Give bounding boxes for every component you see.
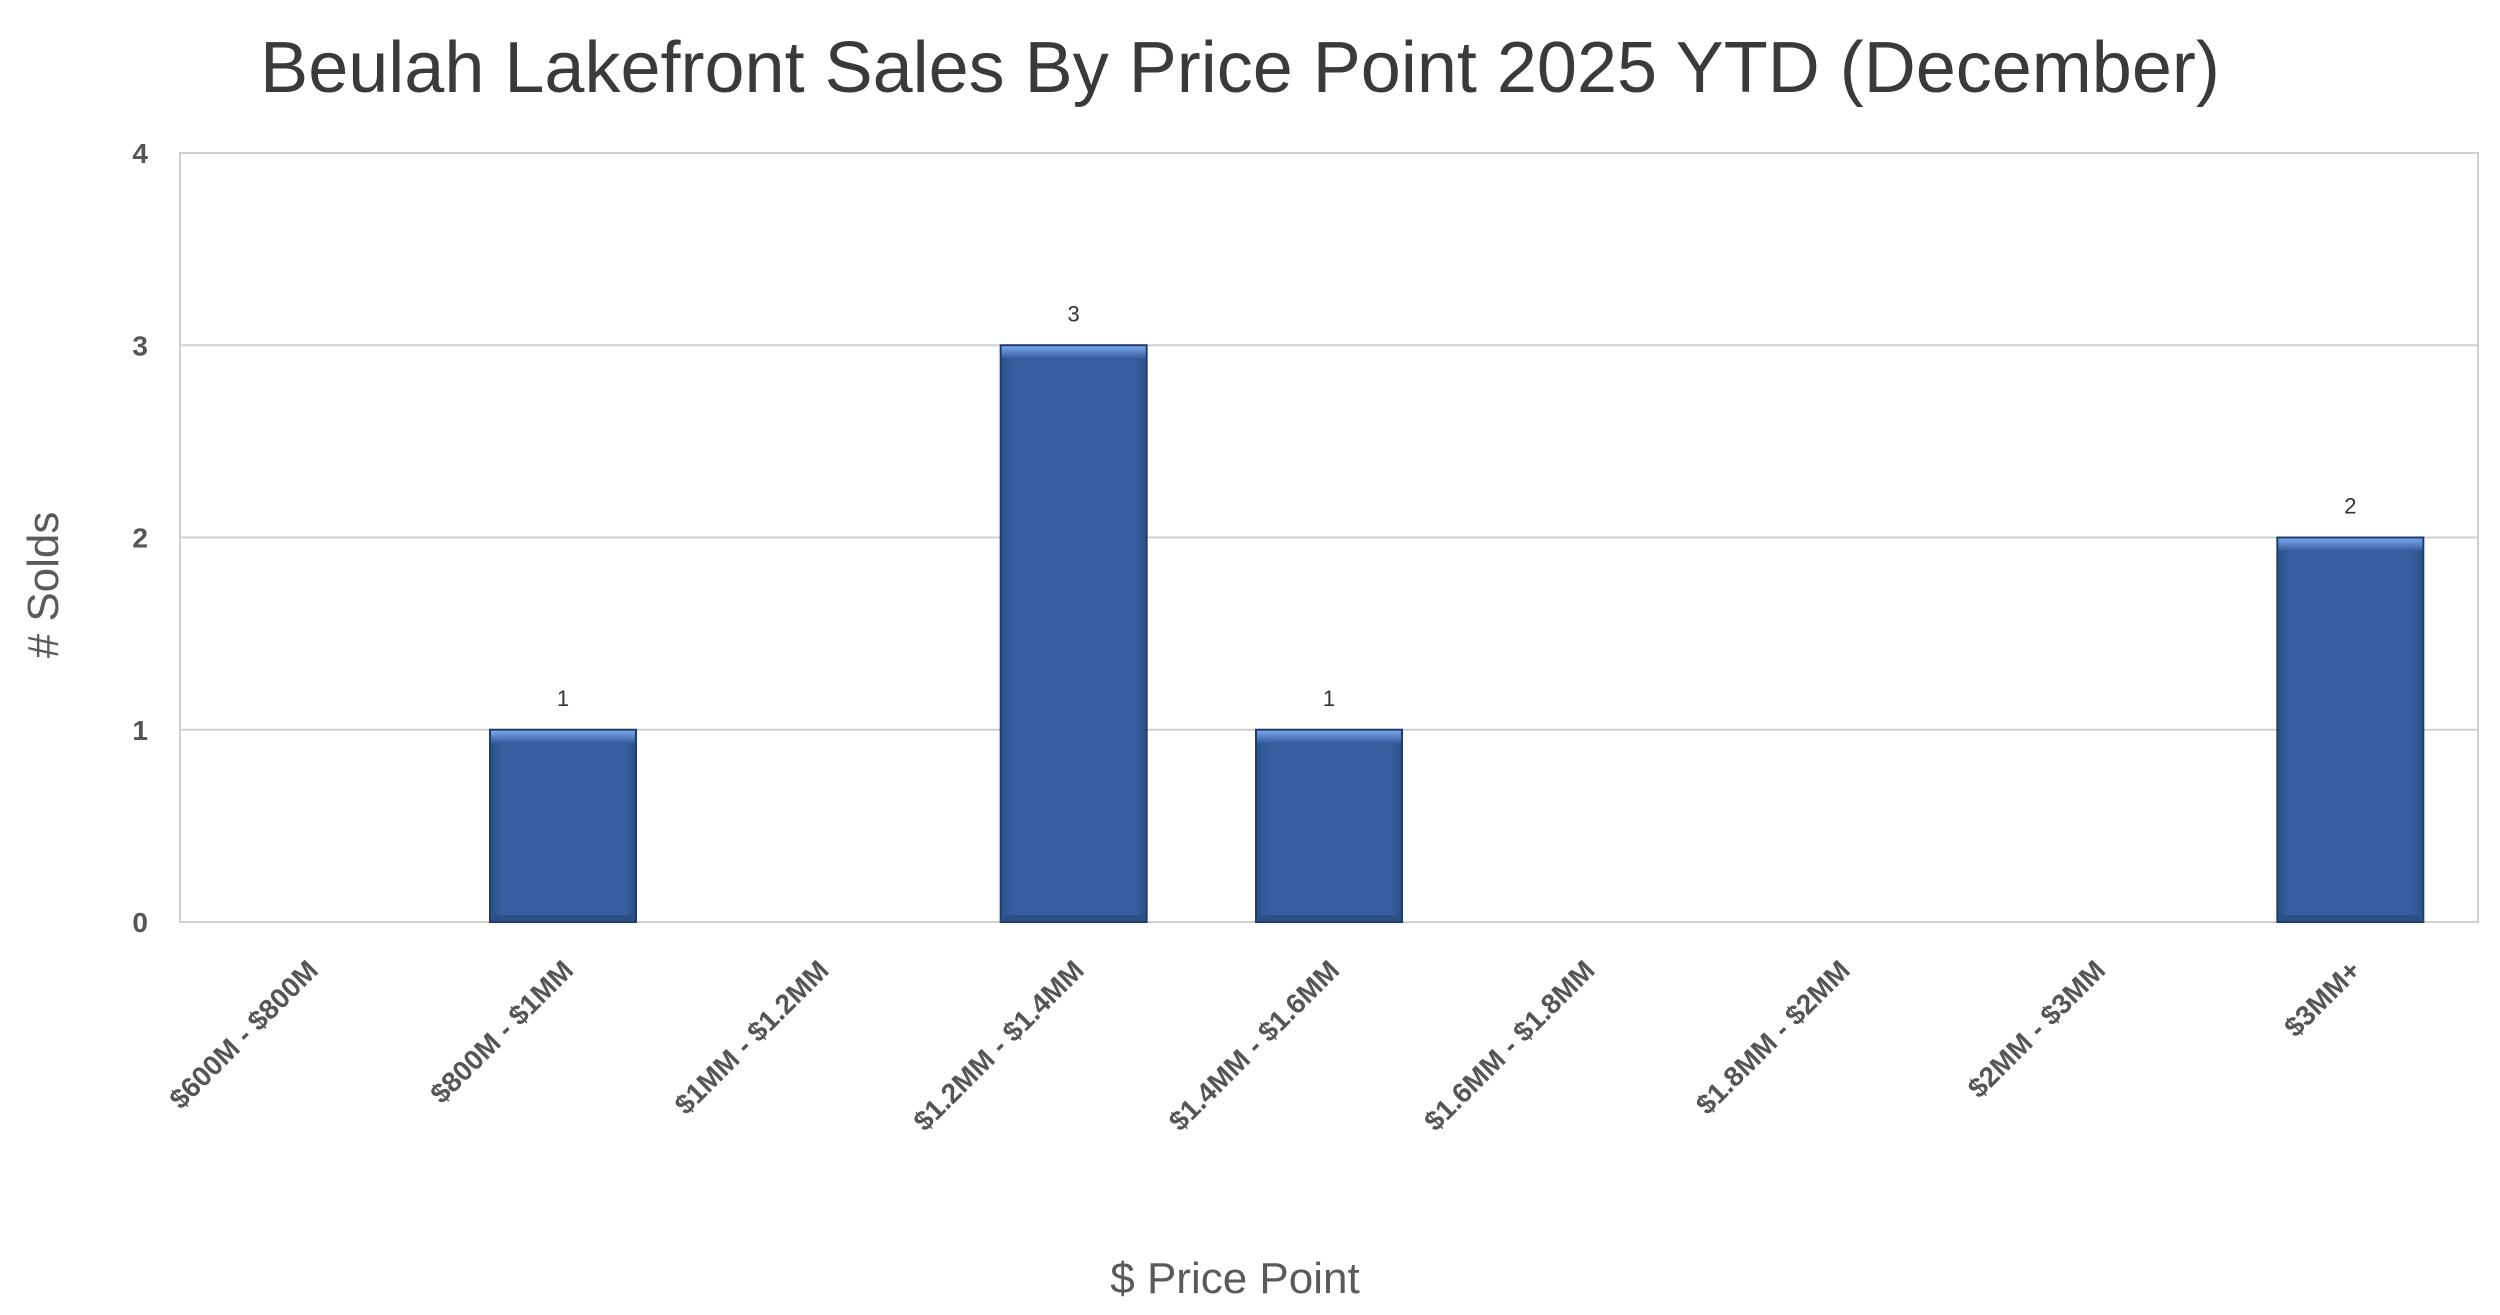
bar: [489, 728, 637, 923]
y-tick-label: 3: [132, 330, 148, 361]
x-tick-label: $1.6MM - $1.8MM: [1418, 954, 1601, 1137]
y-axis-title: # Solds: [19, 512, 68, 659]
y-tick-label: 2: [132, 523, 148, 554]
data-label: 1: [557, 686, 569, 711]
bars: [489, 344, 2425, 923]
bar: [2276, 536, 2425, 923]
data-label: 2: [2344, 494, 2356, 519]
x-tick-label: $3MM+: [2278, 954, 2366, 1042]
data-label: 1: [1323, 686, 1335, 711]
bar: [999, 344, 1148, 923]
chart-title: Beulah Lakefront Sales By Price Point 20…: [260, 28, 2220, 108]
bar: [1255, 728, 1403, 923]
x-tick-label: $1.8MM - $2MM: [1690, 954, 1856, 1120]
x-axis-title: $ Price Point: [1110, 1254, 1359, 1303]
x-tick-label: $800M - $1MM: [424, 954, 579, 1109]
data-labels: 1 3 1 2: [557, 301, 2357, 711]
x-tick-label: $600M - $800M: [163, 954, 324, 1115]
y-tick-label: 0: [132, 907, 148, 938]
x-tick-label: $1.4MM - $1.6MM: [1163, 954, 1346, 1137]
y-tick-label: 1: [132, 715, 148, 746]
x-tick-label: $2MM - $3MM: [1962, 954, 2112, 1104]
y-axis-ticks: 0 1 2 3 4: [132, 138, 148, 938]
y-tick-label: 4: [132, 138, 148, 169]
data-label: 3: [1068, 301, 1080, 326]
x-tick-label: $1.2MM - $1.4MM: [907, 954, 1090, 1137]
x-axis-ticks: $600M - $800M $800M - $1MM $1MM - $1.2MM $1…: [163, 954, 2366, 1137]
x-tick-label: $1MM - $1.2MM: [669, 954, 835, 1120]
